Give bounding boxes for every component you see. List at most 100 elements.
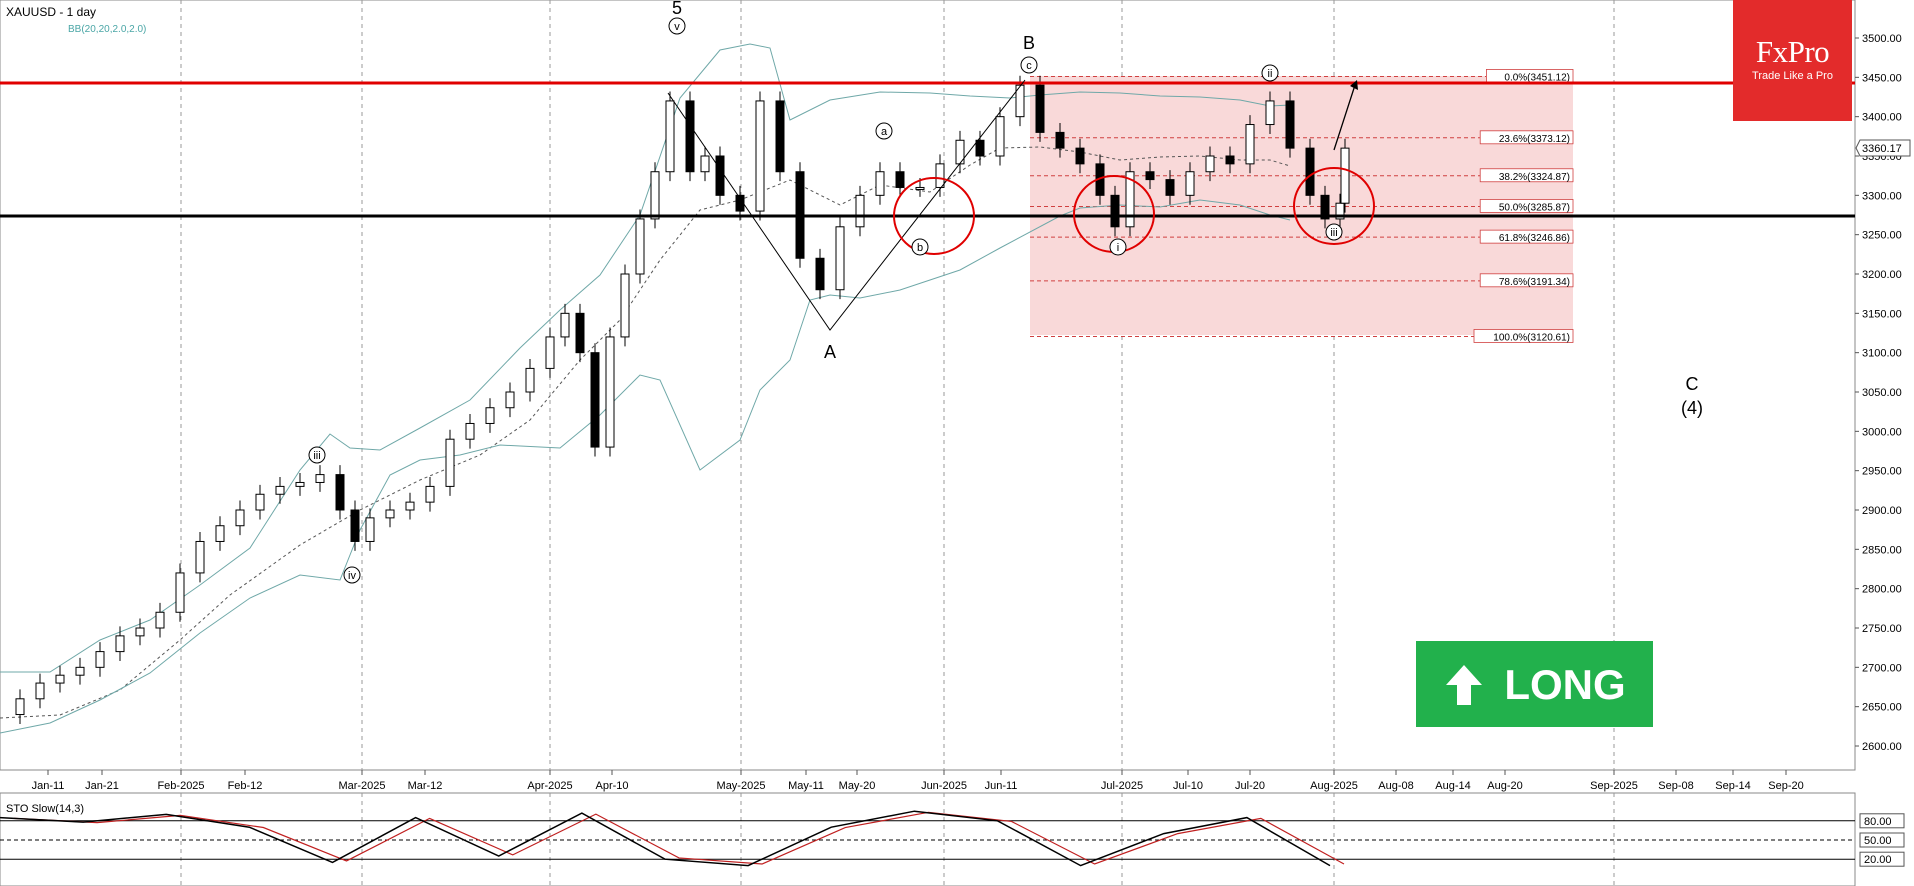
wave-label: C: [1686, 374, 1699, 394]
candle: [335, 474, 345, 511]
price-tick-label: 2850.00: [1862, 544, 1902, 556]
fib-level-label: 50.0%(3285.87): [1499, 202, 1570, 213]
chart-title: XAUUSD - 1 day: [6, 5, 96, 19]
bb-upper-band: [0, 43, 1291, 673]
date-tick-label: May-20: [839, 780, 876, 792]
candle: [775, 100, 785, 173]
date-tick-label: Aug-08: [1378, 780, 1413, 792]
candle: [1185, 171, 1195, 196]
candle: [115, 635, 125, 653]
candle: [525, 367, 535, 393]
stochastic-indicator: 80.00 50.00 20.00: [0, 810, 1905, 867]
date-tick-label: Jun-11: [985, 780, 1018, 792]
abc-wave-line: [667, 79, 1026, 331]
candle: [620, 273, 630, 338]
candle: [235, 509, 245, 527]
candle: [1285, 100, 1295, 149]
candle: [1205, 155, 1215, 173]
stoch-level-label: 50.00: [1864, 835, 1892, 847]
date-tick-label: Jan-21: [85, 780, 119, 792]
highlight-circle-b: [893, 177, 975, 255]
projection-arrow: [1333, 81, 1357, 151]
date-tick-label: May-11: [788, 780, 824, 792]
candle: [55, 674, 65, 684]
wave-label: iii: [1330, 227, 1337, 239]
candle: [665, 100, 675, 173]
price-tick-label: 3200.00: [1862, 269, 1902, 281]
candle: [15, 698, 25, 716]
candle: [275, 485, 285, 495]
candle: [1125, 171, 1135, 228]
date-tick-label: Aug-20: [1487, 780, 1522, 792]
price-tick-label: 3000.00: [1862, 426, 1902, 438]
candle: [590, 352, 600, 448]
candle: [685, 100, 695, 173]
candle: [1225, 155, 1235, 165]
wave-label: v: [674, 21, 680, 33]
date-tick-label: Feb-2025: [157, 780, 204, 792]
candle: [975, 139, 985, 157]
fib-levels: 0.0%(3451.12) 23.6%(3373.12) 38.2%(3324.87…: [1030, 69, 1574, 343]
candle: [575, 312, 585, 354]
date-tick-label: Sep-2025: [1590, 780, 1638, 792]
candle: [445, 438, 455, 487]
price-tick-label: 3450.00: [1862, 72, 1902, 84]
price-tick-label: 3300.00: [1862, 190, 1902, 202]
wave-label: iii: [313, 450, 320, 462]
stoch-title: STO Slow(14,3): [6, 803, 84, 815]
price-tick-label: 2700.00: [1862, 662, 1902, 674]
date-tick-label: Feb-12: [228, 780, 263, 792]
arrow-up-icon: [1446, 665, 1482, 705]
candle: [95, 651, 105, 668]
projection-arrowhead: [1350, 80, 1358, 90]
date-axis: Jan-11 Jan-21 Feb-2025 Feb-12 Mar-2025 Mar-12…: [32, 770, 1804, 792]
candle: [1245, 124, 1255, 165]
candle: [855, 194, 865, 228]
stoch-k-line: [0, 810, 1331, 867]
candle: [545, 336, 555, 369]
date-tick-label: Jul-10: [1173, 780, 1203, 792]
fib-level-label: 61.8%(3246.86): [1499, 233, 1570, 244]
candle: [650, 171, 660, 220]
long-signal-badge: LONG: [1416, 641, 1653, 727]
wave-label: A: [824, 342, 836, 362]
date-tick-label: Sep-20: [1768, 780, 1803, 792]
candle: [1320, 194, 1330, 220]
candle: [385, 509, 395, 519]
long-signal-label: LONG: [1504, 661, 1626, 708]
wave-label: ii: [1268, 68, 1273, 80]
brand-tagline: Trade Like a Pro: [1752, 70, 1833, 82]
price-tick-label: 3500.00: [1862, 33, 1902, 45]
wave-label: (4): [1681, 398, 1703, 418]
candle: [405, 501, 415, 511]
candle: [75, 666, 85, 676]
candle: [485, 407, 495, 424]
date-tick-label: Apr-10: [595, 780, 628, 792]
wave-label: b: [917, 242, 923, 254]
candle: [135, 627, 145, 637]
price-tick-label: 3050.00: [1862, 387, 1902, 399]
candle: [560, 312, 570, 338]
fib-level-label: 38.2%(3324.87): [1499, 172, 1570, 183]
candle: [700, 155, 710, 173]
candle: [715, 155, 725, 196]
candle: [1340, 147, 1350, 204]
candle: [915, 186, 925, 190]
price-tick-label: 3150.00: [1862, 308, 1902, 320]
candle: [1035, 84, 1045, 133]
price-axis: 3500.003450.003400.003350.003300.003250.…: [1855, 33, 1902, 753]
candle: [215, 525, 225, 542]
candle: [1335, 202, 1345, 220]
highlight-circle-iii: [1293, 167, 1375, 245]
indicator-label: BB(20,20,2.0,2.0): [68, 24, 146, 35]
price-tick-label: 2900.00: [1862, 505, 1902, 517]
stoch-level-label: 20.00: [1864, 854, 1892, 866]
date-tick-label: Sep-08: [1658, 780, 1693, 792]
candle: [995, 116, 1005, 157]
fib-level-label: 23.6%(3373.12): [1499, 134, 1570, 145]
candle: [605, 336, 615, 448]
candle: [895, 171, 905, 188]
candle: [755, 100, 765, 212]
date-tick-label: Mar-2025: [338, 780, 385, 792]
